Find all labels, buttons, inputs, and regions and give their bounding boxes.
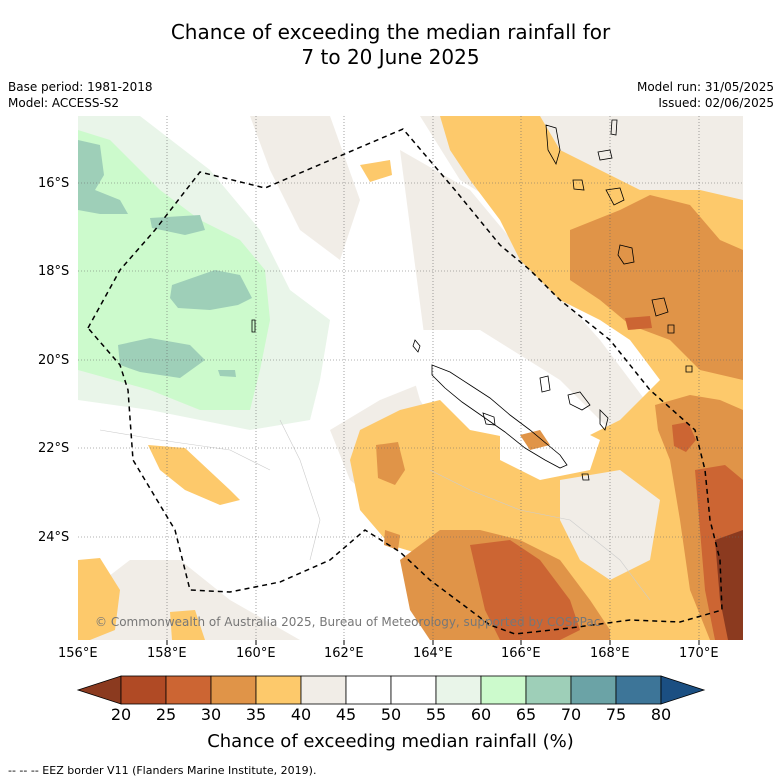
colorbar-bin — [480, 675, 527, 705]
colorbar-tick-label: 25 — [155, 705, 177, 724]
colorbar-tick-label: 70 — [560, 705, 582, 724]
lon-label-170e: 170°E — [679, 646, 719, 661]
colorbar-title: Chance of exceeding median rainfall (%) — [207, 731, 574, 752]
colorbar-extend-high — [660, 675, 706, 705]
colorbar-bin — [255, 675, 302, 705]
colorbar-bin — [435, 675, 482, 705]
colorbar-tick-label: 45 — [335, 705, 357, 724]
colorbar-tick-label: 50 — [380, 705, 402, 724]
colorbar-bin — [525, 675, 572, 705]
lon-label-162e: 162°E — [324, 646, 364, 661]
colorbar-tick-label: 20 — [110, 705, 132, 724]
map-title-line2: 7 to 20 June 2025 — [301, 45, 480, 69]
colorbar-tick-label: 30 — [200, 705, 222, 724]
colorbar-tick-label: 40 — [290, 705, 312, 724]
colorbar-bin — [615, 675, 662, 705]
base-period: Base period: 1981-2018 — [8, 80, 153, 94]
colorbar-tick-label: 75 — [605, 705, 627, 724]
colorbar-tick-label: 55 — [425, 705, 447, 724]
lon-label-156e: 156°E — [58, 646, 98, 661]
colorbar-tick-label: 35 — [245, 705, 267, 724]
lon-label-168e: 168°E — [590, 646, 630, 661]
colorbar-extend-low — [76, 675, 122, 705]
lon-label-164e: 164°E — [413, 646, 453, 661]
lon-label-158e: 158°E — [147, 646, 187, 661]
colorbar-bin — [570, 675, 617, 705]
issued-date: Issued: 02/06/2025 — [658, 96, 774, 110]
colorbar-bin — [210, 675, 257, 705]
lat-label-16s: 16°S — [38, 176, 70, 191]
eez-legend: -- -- -- EEZ border V11 (Flanders Marine… — [8, 764, 317, 777]
colorbar-tick-label: 65 — [515, 705, 537, 724]
lat-label-22s: 22°S — [38, 441, 70, 456]
colorbar-bin — [165, 675, 212, 705]
colorbar-bin — [390, 675, 437, 705]
lon-label-160e: 160°E — [236, 646, 276, 661]
copyright-notice: © Commonwealth of Australia 2025, Bureau… — [95, 615, 601, 629]
model-run: Model run: 31/05/2025 — [636, 80, 774, 94]
colorbar-bin — [300, 675, 347, 705]
colorbar — [76, 675, 706, 705]
map-field — [78, 116, 743, 640]
lat-label-20s: 20°S — [38, 353, 70, 368]
colorbar-bin — [345, 675, 392, 705]
map-title-line1: Chance of exceeding the median rainfall … — [170, 20, 611, 44]
lon-label-166e: 166°E — [501, 646, 541, 661]
colorbar-tick-label: 60 — [470, 705, 492, 724]
lat-label-18s: 18°S — [38, 264, 70, 279]
colorbar-tick-label: 80 — [650, 705, 672, 724]
model-name: Model: ACCESS-S2 — [8, 96, 120, 110]
lat-label-24s: 24°S — [38, 530, 70, 545]
colorbar-bin — [120, 675, 167, 705]
